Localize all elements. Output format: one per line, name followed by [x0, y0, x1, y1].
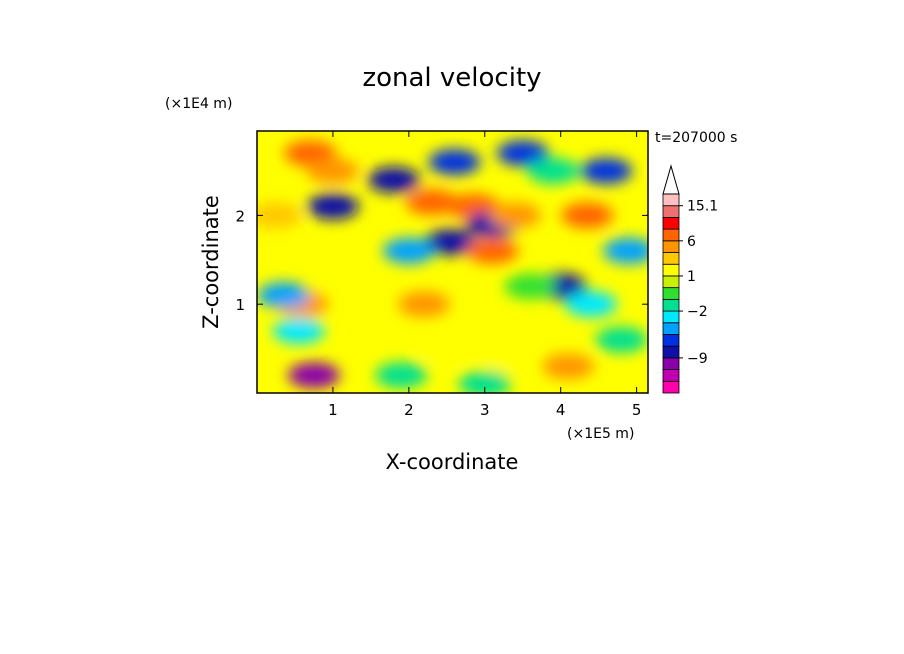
colorbar-extend-arrow	[662, 164, 680, 195]
field-feature	[257, 202, 302, 229]
colorbar-bin	[662, 263, 680, 277]
colorbar-bin	[662, 252, 680, 265]
field-feature	[481, 344, 534, 371]
colorbar-bin	[662, 193, 680, 207]
x-axis-label: X-coordinate	[386, 450, 519, 474]
field-feature	[398, 291, 451, 318]
velocity-field	[257, 140, 648, 393]
field-feature	[489, 202, 542, 229]
colorbar-bin	[662, 345, 680, 359]
field-feature	[595, 326, 648, 353]
colorbar-bin	[662, 298, 680, 312]
plot-area	[257, 131, 648, 393]
y-tick-label: 1	[235, 296, 245, 314]
colorbar-label: 15.1	[687, 199, 718, 215]
field-feature	[306, 157, 359, 184]
colorbar-bin	[662, 380, 680, 394]
y-axis-label: Z-coordinate	[199, 195, 223, 329]
y-axis-ticks: 12	[235, 207, 648, 314]
colorbar-bin	[662, 322, 680, 335]
x-tick-label: 4	[556, 401, 566, 419]
colorbar-bin	[662, 240, 680, 253]
field-feature	[603, 237, 648, 264]
colorbar-label: −2	[687, 304, 708, 320]
plot-frame	[256, 130, 649, 394]
field-feature	[580, 157, 633, 184]
colorbar-bin	[662, 357, 680, 370]
y-tick-label: 2	[235, 207, 245, 225]
x-tick-label: 3	[480, 401, 490, 419]
time-label: t=207000 s	[655, 130, 737, 146]
colorbar-labels: 15.1 6 1 −2 −9	[679, 199, 718, 367]
colorbar-label: 6	[687, 234, 696, 250]
colorbar	[662, 164, 680, 394]
field-feature	[382, 237, 435, 264]
x-tick-label: 5	[632, 401, 642, 419]
colorbar-bin	[662, 310, 680, 324]
x-tick-label: 2	[404, 401, 414, 419]
field-feature	[405, 189, 458, 216]
field-feature	[496, 140, 549, 167]
field-feature	[527, 157, 580, 184]
y-scale-label: (×1E4 m)	[165, 96, 232, 112]
colorbar-bin	[662, 205, 680, 218]
field-feature	[367, 166, 420, 193]
x-tick-label: 1	[328, 401, 338, 419]
field-feature	[458, 371, 511, 393]
field-feature	[561, 202, 614, 229]
field-feature	[306, 193, 359, 220]
colorbar-bin	[662, 287, 680, 300]
field-feature	[287, 362, 340, 389]
field-feature	[428, 149, 481, 176]
field-feature	[504, 273, 557, 300]
field-feature	[542, 353, 595, 380]
field-feature	[272, 317, 325, 344]
colorbar-bin	[662, 369, 680, 382]
x-scale-label: (×1E5 m)	[567, 426, 634, 442]
colorbar-bin	[662, 275, 680, 289]
field-feature	[257, 282, 310, 309]
field-feature	[466, 237, 519, 264]
colorbar-label: 1	[687, 269, 696, 285]
colorbar-label: −9	[687, 351, 708, 367]
x-axis-ticks: 1 2 3 4 5	[328, 131, 641, 419]
colorbar-bin	[662, 228, 680, 242]
field-feature	[375, 362, 428, 389]
field-feature	[565, 291, 618, 318]
chart-title: zonal velocity	[362, 63, 541, 93]
field-feature	[424, 229, 477, 256]
colorbar-bin	[662, 334, 680, 347]
colorbar-bin	[662, 217, 680, 230]
field-feature	[420, 335, 473, 362]
